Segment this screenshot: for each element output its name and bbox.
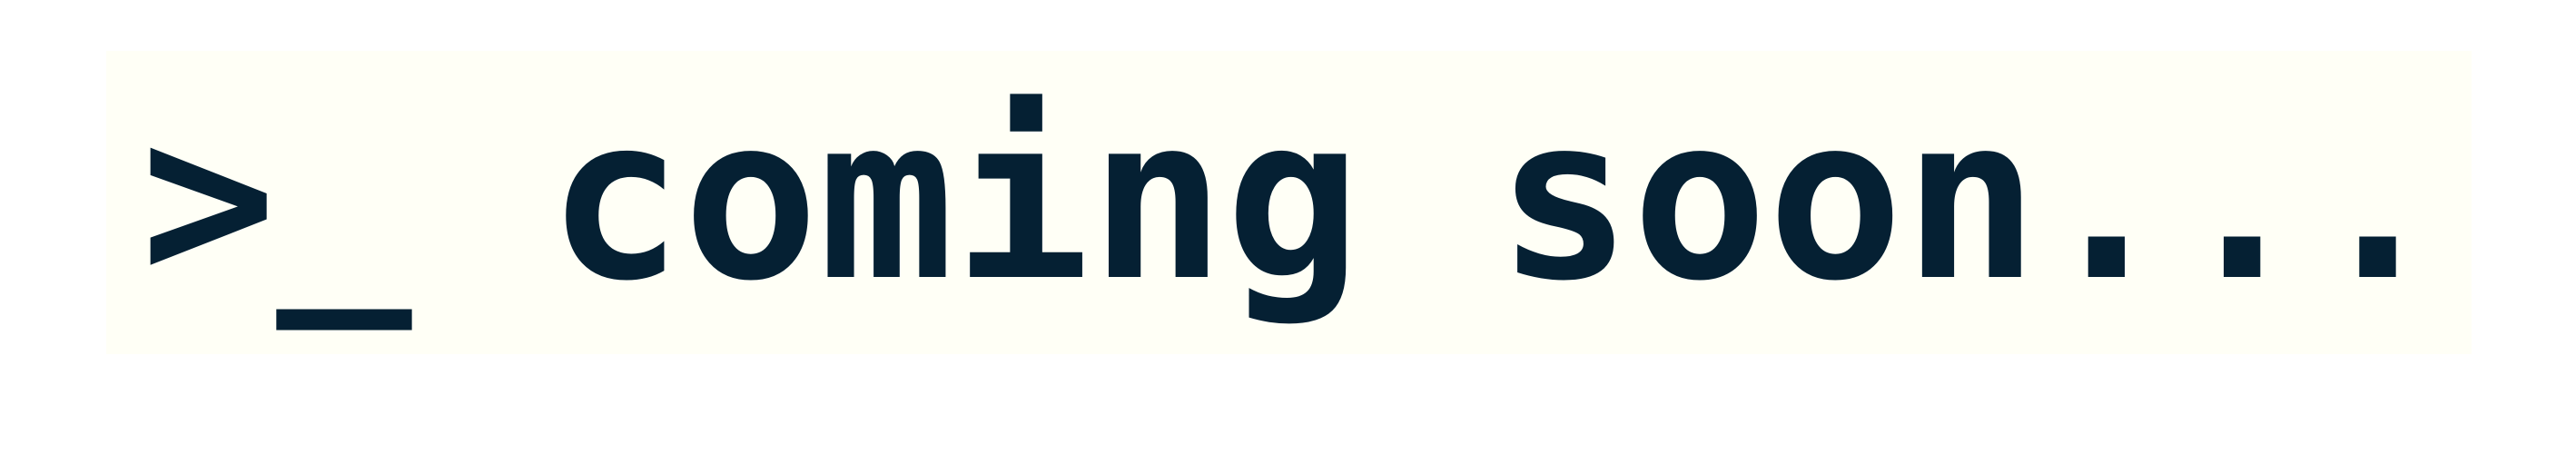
coming-soon-banner: >_ coming soon... (106, 51, 2472, 354)
coming-soon-message: coming soon... (547, 69, 2446, 331)
spacer (412, 87, 548, 312)
terminal-prompt: >_ (141, 69, 412, 331)
